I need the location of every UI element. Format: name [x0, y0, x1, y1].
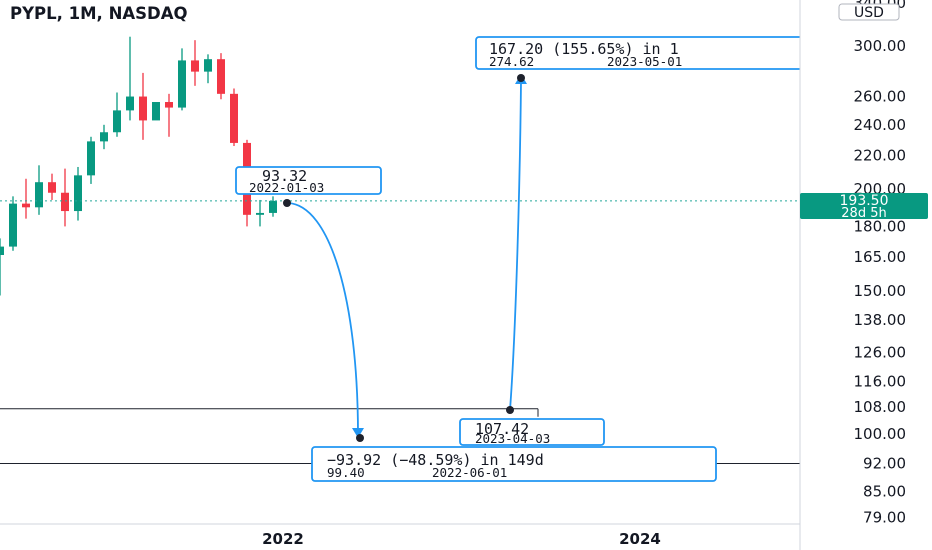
price-tick-label: 116.00 — [854, 373, 907, 391]
current-price-badge: 193.50 28d 5h — [800, 193, 928, 221]
price-tick-label: 150.00 — [854, 282, 907, 300]
candle-down — [191, 60, 199, 72]
price-tick-label: 220.00 — [854, 147, 907, 165]
top-label-price: 93.32 — [262, 167, 307, 185]
top-label-box[interactable]: 93.32 2022-01-03 — [235, 166, 382, 195]
candle-up — [100, 132, 108, 142]
mid-label-price: 107.42 — [475, 420, 529, 438]
candle-down — [165, 102, 173, 108]
price-tick-label: 126.00 — [854, 343, 907, 361]
rise-label-box[interactable]: 167.20 (155.65%) in 1 274.62 2023-05-01 — [475, 36, 807, 70]
candle-down — [22, 203, 30, 208]
candle-down — [217, 59, 225, 94]
price-tick-label: 85.00 — [863, 482, 906, 500]
candle-up — [9, 203, 17, 247]
rise-arrow-path — [509, 81, 522, 411]
time-label-2022: 2022 — [262, 530, 304, 548]
rise-label-date: 2023-05-01 — [607, 54, 682, 69]
price-axis-panel[interactable] — [800, 0, 932, 550]
rise-anchor-point[interactable] — [517, 74, 525, 82]
mid-label-box[interactable]: 107.42 2023-04-03 — [459, 418, 605, 446]
candle-up — [0, 246, 4, 256]
mid-anchor-point[interactable] — [506, 406, 514, 414]
drop-label-price: 99.40 — [327, 465, 365, 480]
drop-label-change: −93.92 (−48.59%) in 149d — [327, 451, 544, 469]
mid-label-date: 2023-04-03 — [475, 431, 550, 446]
top-label-date: 2022-01-03 — [249, 180, 324, 195]
price-tick-label: 100.00 — [854, 425, 907, 443]
rise-label-change: 167.20 (155.65%) in 1 — [489, 40, 679, 58]
candle-down — [48, 182, 56, 193]
price-tick-label: 165.00 — [854, 248, 907, 266]
candle-down — [139, 96, 147, 121]
price-tick-label: 108.00 — [854, 398, 907, 416]
price-tick-label: 79.00 — [863, 508, 906, 526]
candle-up — [113, 110, 121, 133]
candle-up — [204, 59, 212, 72]
price-tick-label: 300.00 — [854, 37, 907, 55]
price-tick-label: 240.00 — [854, 116, 907, 134]
top-anchor-point[interactable] — [283, 199, 291, 207]
price-tick-label: 138.00 — [854, 311, 907, 329]
candle-up — [35, 182, 43, 208]
currency-badge[interactable]: USD — [838, 3, 900, 21]
candle-up — [269, 200, 277, 213]
candles-layer — [0, 36, 277, 296]
candle-up — [87, 141, 95, 176]
drop-arrow-head — [352, 428, 364, 438]
drop-arrow-path — [287, 202, 359, 436]
candle-up — [256, 212, 264, 215]
drop-anchor-point[interactable] — [356, 434, 364, 442]
drop-label-box[interactable]: −93.92 (−48.59%) in 149d 99.40 2022-06-0… — [311, 446, 717, 482]
candle-down — [230, 93, 238, 143]
rise-label-price: 274.62 — [489, 54, 534, 69]
candle-up — [126, 96, 134, 111]
currency-label: USD — [854, 5, 884, 21]
price-tick-label: 180.00 — [854, 217, 907, 235]
time-label-2024: 2024 — [619, 530, 661, 548]
chart-title: PYPL, 1M, NASDAQ — [10, 4, 188, 23]
drop-label-date: 2022-06-01 — [432, 465, 507, 480]
candle-up — [178, 60, 186, 108]
price-tick-label: 260.00 — [854, 88, 907, 106]
current-price-value: 193.50 — [840, 193, 889, 209]
price-tick-label: 92.00 — [863, 454, 906, 472]
candle-up — [152, 102, 160, 121]
current-price-countdown: 28d 5h — [841, 206, 886, 221]
candle-down — [61, 192, 69, 212]
candle-up — [74, 175, 82, 212]
